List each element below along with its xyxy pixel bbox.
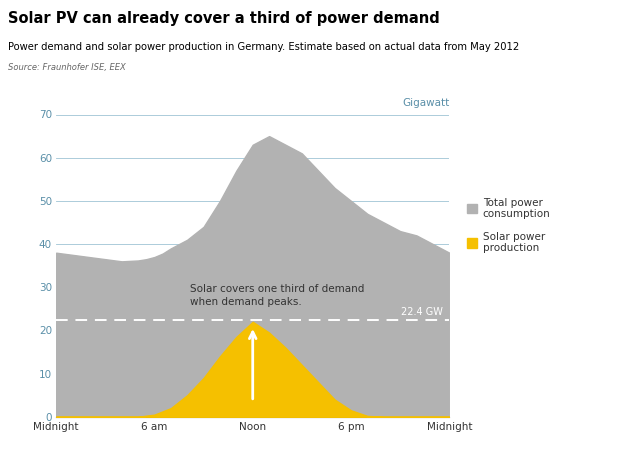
Legend: Total power
consumption, Solar power
production: Total power consumption, Solar power pro… — [467, 197, 550, 253]
Text: Solar covers one third of demand: Solar covers one third of demand — [190, 284, 365, 294]
Text: Power demand and solar power production in Germany. Estimate based on actual dat: Power demand and solar power production … — [8, 42, 519, 52]
Text: Gigawatt: Gigawatt — [402, 98, 449, 108]
Text: Source: Fraunhofer ISE, EEX: Source: Fraunhofer ISE, EEX — [8, 63, 126, 72]
Text: 22.4 GW: 22.4 GW — [401, 307, 442, 317]
Text: Solar PV can already cover a third of power demand: Solar PV can already cover a third of po… — [8, 11, 440, 27]
Text: when demand peaks.: when demand peaks. — [190, 297, 302, 307]
